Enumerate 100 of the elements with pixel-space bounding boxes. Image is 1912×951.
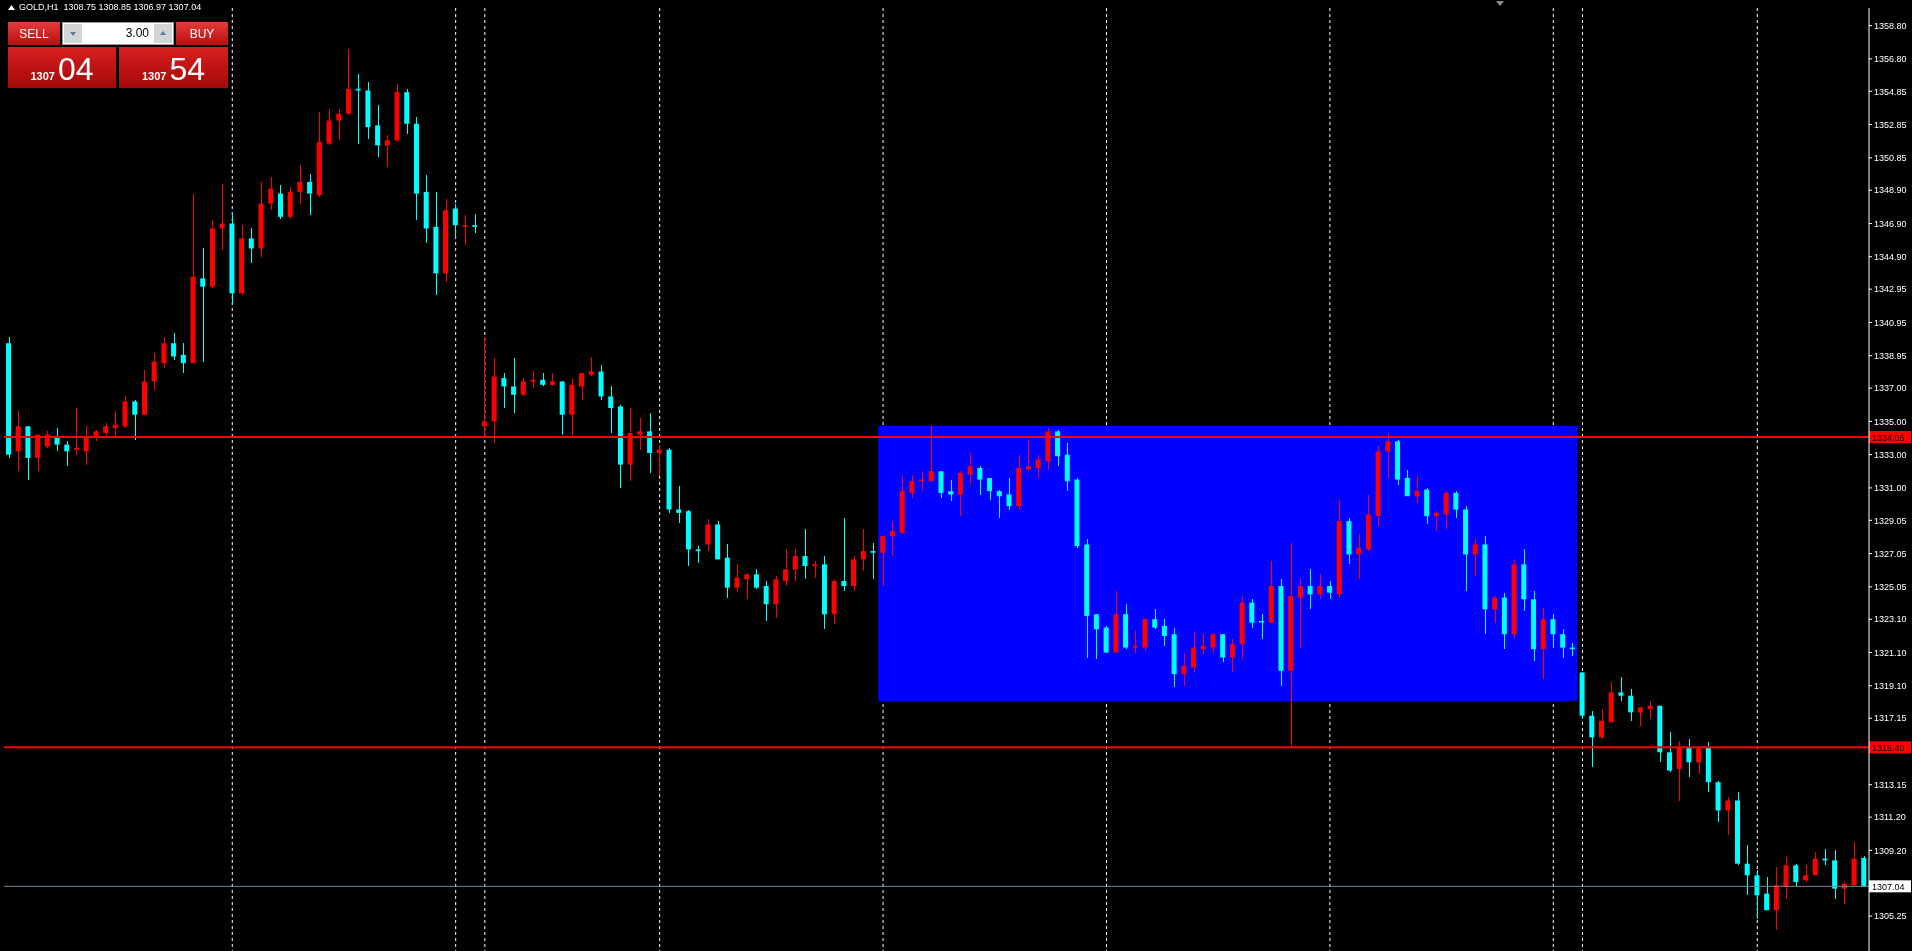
y-tick-label: 1348.90 — [1874, 185, 1907, 196]
candlestick — [1472, 538, 1478, 577]
candlestick — [326, 108, 332, 146]
candlestick — [763, 580, 769, 622]
y-tick-label: 1335.00 — [1874, 416, 1907, 427]
candlestick — [996, 489, 1002, 519]
annotation: 1307 — [141, 70, 167, 82]
y-tick-label: 1346.90 — [1874, 218, 1907, 229]
candlestick — [132, 399, 138, 441]
y-tick-label: 1337.00 — [1874, 383, 1907, 394]
candlestick — [889, 520, 895, 557]
candlestick — [1793, 863, 1799, 888]
candlestick — [948, 479, 954, 502]
candlestick — [1628, 688, 1634, 722]
candlestick — [1550, 613, 1556, 649]
candlestick — [336, 108, 342, 141]
candlestick — [1035, 454, 1041, 479]
candlestick — [1220, 633, 1226, 663]
candlestick — [1589, 710, 1595, 768]
candlestick — [1229, 638, 1235, 673]
candlestick — [1307, 568, 1313, 610]
y-tick-label: 1305.25 — [1874, 911, 1907, 922]
candlestick — [977, 465, 983, 496]
candlestick — [1132, 630, 1138, 654]
candlestick — [200, 247, 206, 363]
candlestick — [151, 352, 157, 391]
y-tick-label: 1358.80 — [1874, 20, 1907, 31]
candlestick — [1492, 595, 1498, 624]
candlestick — [1025, 439, 1031, 472]
candlestick — [501, 372, 507, 409]
candlestick — [1191, 630, 1197, 673]
candlestick — [1725, 796, 1731, 836]
y-tick-label: 1344.90 — [1874, 251, 1907, 262]
buy-price-box: 1307 54 — [119, 47, 228, 88]
candlestick — [64, 440, 70, 467]
sell-price-box: 1307 04 — [8, 47, 116, 88]
candlestick — [384, 134, 390, 168]
candlestick — [1443, 490, 1449, 530]
candlestick — [54, 427, 60, 452]
candlestick — [792, 548, 798, 582]
ref-line-label: 1315.40 — [1872, 742, 1905, 753]
y-tick-label: 1350.85 — [1874, 153, 1907, 164]
candlestick — [1754, 869, 1760, 920]
candlestick — [967, 452, 973, 486]
candlestick — [1006, 477, 1012, 511]
y-tick-label: 1331.00 — [1874, 483, 1907, 494]
candlestick — [753, 568, 759, 590]
y-tick-label: 1309.20 — [1874, 845, 1907, 856]
candlestick — [860, 528, 866, 572]
candlestick — [783, 548, 789, 587]
candlestick — [1637, 706, 1643, 727]
candlestick — [1599, 708, 1605, 740]
y-tick-label: 1313.15 — [1874, 779, 1907, 790]
candlestick — [1783, 856, 1789, 900]
candlestick — [705, 518, 711, 552]
candlestick — [744, 572, 750, 600]
candlestick — [268, 176, 274, 211]
candlestick — [802, 528, 808, 580]
y-tick-label: 1311.20 — [1874, 812, 1906, 823]
y-tick-label: 1342.95 — [1874, 284, 1907, 295]
y-tick-label: 1321.10 — [1874, 647, 1907, 658]
ref-line-label: 1334.06 — [1872, 432, 1905, 443]
candlestick — [452, 203, 458, 239]
candlestick — [1404, 469, 1410, 497]
candlestick — [880, 535, 886, 587]
ref-line-label: 1307.04 — [1872, 881, 1905, 892]
candlestick — [1618, 676, 1624, 702]
candlestick — [161, 336, 167, 369]
y-tick-label: 1319.10 — [1874, 680, 1907, 691]
y-tick-label: 1325.05 — [1874, 582, 1907, 593]
y-tick-label: 1354.85 — [1874, 86, 1907, 97]
chart-title: GOLD,H1 1308.75 1308.85 1306.97 1307.04 — [19, 2, 202, 12]
candlestick — [1152, 608, 1158, 630]
candlestick — [307, 173, 313, 216]
candlestick — [511, 357, 517, 414]
candlestick — [472, 213, 478, 234]
candlestick — [1356, 533, 1362, 580]
candlestick — [841, 517, 847, 592]
candlestick — [1560, 628, 1566, 659]
y-tick-label: 1340.95 — [1874, 317, 1907, 328]
candlestick — [734, 563, 740, 592]
candlestick — [647, 412, 653, 474]
buy-button: BUY — [176, 22, 228, 45]
annotation: 04 — [57, 50, 94, 88]
candlestick — [608, 385, 614, 434]
candlestick — [1161, 618, 1167, 647]
annotation: 3.00 — [125, 26, 149, 40]
y-tick-label: 1352.85 — [1874, 119, 1907, 130]
candlestick — [870, 542, 876, 580]
candlestick — [957, 470, 963, 517]
candlestick — [938, 470, 944, 499]
y-tick-label: 1338.95 — [1874, 350, 1907, 361]
candlestick — [1297, 578, 1303, 649]
candlestick — [180, 342, 186, 374]
candlestick — [520, 377, 526, 397]
y-tick-label: 1327.05 — [1874, 548, 1907, 559]
candlestick — [1093, 613, 1099, 660]
candlestick — [1667, 731, 1673, 773]
candlestick — [277, 184, 283, 220]
candlestick — [1327, 580, 1333, 600]
